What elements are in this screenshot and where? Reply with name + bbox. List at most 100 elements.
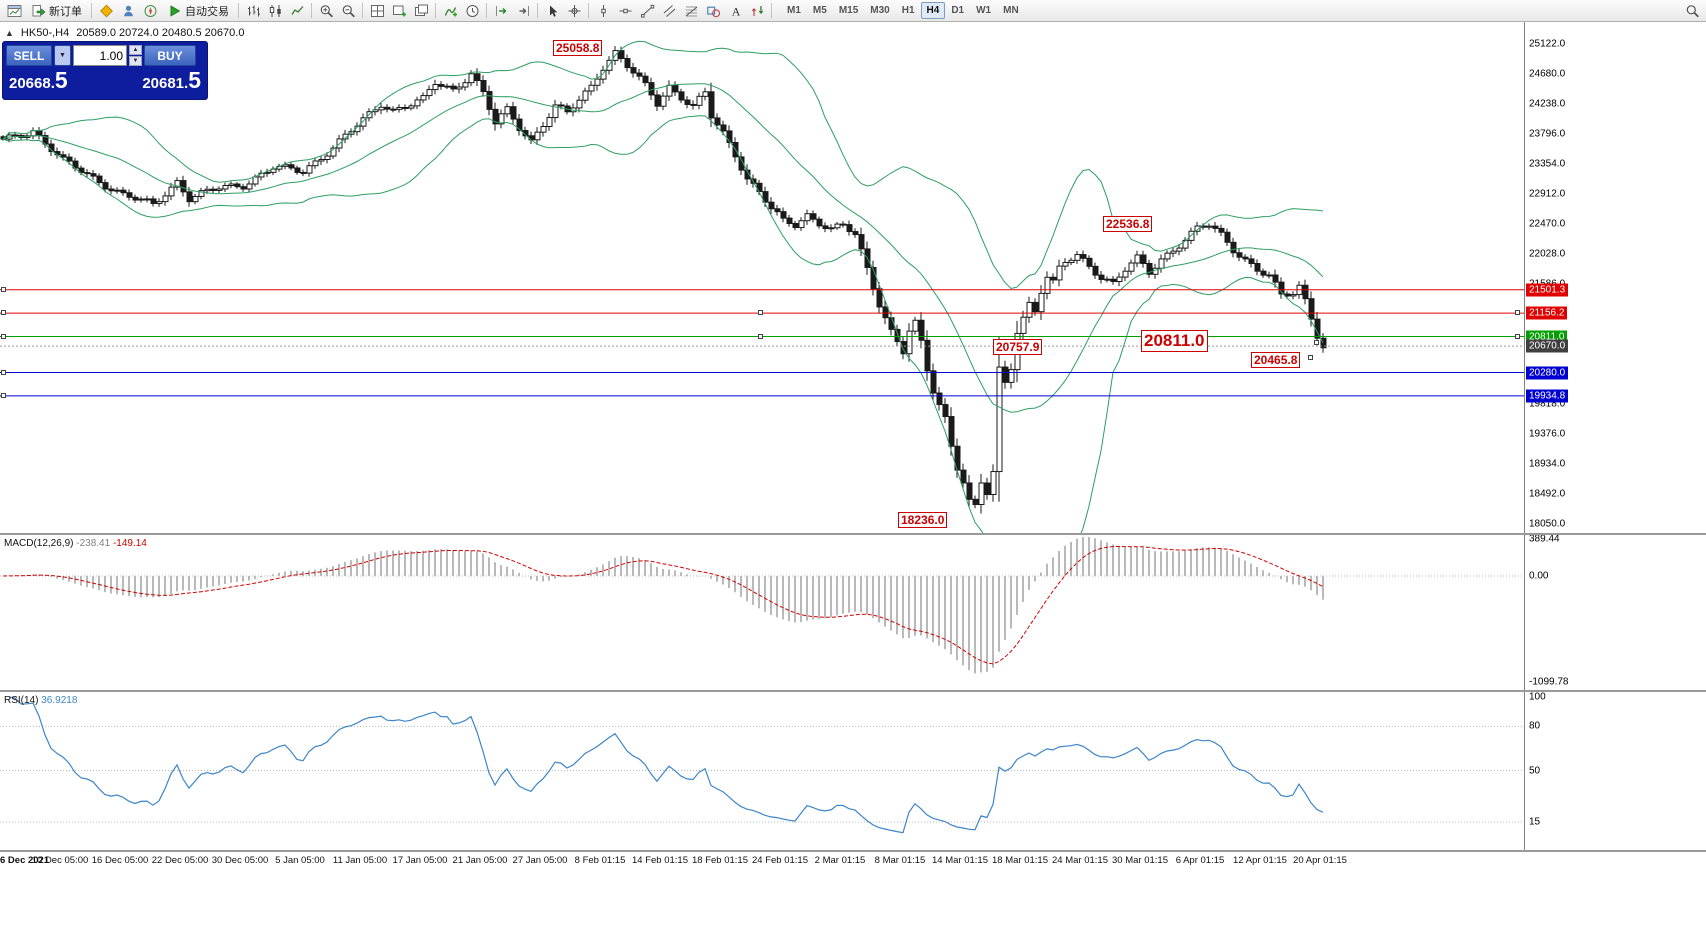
macd-rsi-splitter[interactable] [0, 690, 1706, 692]
price-label-annotation[interactable]: 18236.0 [898, 512, 948, 528]
tile-windows-icon[interactable] [366, 1, 388, 21]
navigator-icon[interactable] [139, 1, 161, 21]
line-handle[interactable] [1515, 333, 1520, 339]
timeframe-toolbar: M1 M5 M15 M30 H1 H4 D1 W1 MN [781, 0, 1025, 22]
time-axis-label: 6 Dec 2021 [0, 855, 50, 866]
line-handle[interactable] [1515, 310, 1520, 316]
time-axis-label: 10 Dec 05:00 [31, 855, 89, 866]
rsi-line [8, 696, 1324, 834]
buy-price: 20681.5 [142, 67, 201, 93]
tf-m5-button[interactable]: M5 [812, 5, 827, 16]
time-axis-label: 30 Dec 05:00 [211, 855, 269, 866]
price-tick-label: 18492.0 [1529, 488, 1566, 500]
arrows-icon[interactable] [746, 1, 768, 21]
chart-canvas[interactable]: ▲ HK50-,H4 20589.0 20724.0 20480.5 20670… [0, 22, 1524, 533]
time-axis[interactable]: 6 Dec 2021 10 Dec 05:00 16 Dec 05:00 22 Dec… [0, 852, 1524, 872]
tf-w1-button[interactable]: W1 [976, 5, 992, 16]
time-axis-label: 8 Mar 01:15 [874, 855, 926, 866]
horizontal-line-icon[interactable] [614, 1, 636, 21]
volume-decrease-button[interactable]: ▼ [129, 56, 142, 66]
price-tick-label: 22028.0 [1529, 248, 1566, 260]
line-handle[interactable] [1308, 355, 1313, 360]
zoom-in-icon[interactable] [315, 1, 337, 21]
indicators-icon[interactable] [439, 1, 461, 21]
price-label-annotation[interactable]: 20757.9 [993, 339, 1043, 355]
text-icon[interactable]: A [724, 1, 746, 21]
time-axis-label: 8 Feb 01:15 [574, 855, 626, 866]
rsi-tick-label: 80 [1529, 720, 1541, 732]
market-watch-icon[interactable] [95, 1, 117, 21]
price-label-annotation[interactable]: 20465.8 [1251, 352, 1301, 368]
tf-h4-button[interactable]: H4 [920, 2, 946, 19]
time-axis-label: 27 Jan 05:00 [512, 855, 568, 866]
line-chart-icon[interactable] [286, 1, 308, 21]
time-axis-label: 14 Mar 01:15 [932, 855, 988, 866]
search-icon[interactable] [1681, 1, 1703, 21]
profiles-icon[interactable] [410, 1, 432, 21]
volume-input[interactable] [73, 45, 127, 66]
cursor-icon[interactable] [541, 1, 563, 21]
line-handle[interactable] [1, 369, 6, 375]
auto-scroll-icon[interactable] [490, 1, 512, 21]
macd-panel[interactable] [0, 535, 1524, 690]
line-handle[interactable] [1, 392, 6, 398]
rsi-panel[interactable] [0, 692, 1524, 850]
tf-m30-button[interactable]: M30 [870, 5, 890, 16]
toolbar-separator [311, 3, 312, 18]
toolbar-separator [362, 3, 363, 18]
price-label-annotation[interactable]: 25058.8 [553, 40, 603, 56]
zoom-out-icon[interactable] [337, 1, 359, 21]
one-click-collapse-icon[interactable]: ▲ [5, 28, 14, 38]
bar-chart-icon[interactable] [242, 1, 264, 21]
macd-tick-label: -1099.78 [1529, 676, 1569, 688]
crosshair-icon[interactable] [563, 1, 585, 21]
chart-window-icon[interactable] [3, 1, 25, 21]
new-chart-icon[interactable] [388, 1, 410, 21]
tf-m1-button[interactable]: M1 [787, 5, 801, 16]
trendline-icon[interactable] [636, 1, 658, 21]
axis-price-flag: 21156.2 [1526, 306, 1568, 320]
macd-signal-line [2, 545, 1324, 665]
buy-button[interactable]: BUY [144, 45, 196, 66]
rsi-tick-label: 100 [1529, 691, 1546, 703]
vertical-line-icon[interactable] [592, 1, 614, 21]
chart-shift-icon[interactable] [512, 1, 534, 21]
tf-mn-button[interactable]: MN [1003, 5, 1019, 16]
axis-price-flag: 20670.0 [1526, 339, 1569, 353]
line-handle[interactable] [1314, 340, 1319, 345]
axis-price-flag: 21501.3 [1526, 283, 1569, 297]
time-axis-label: 12 Apr 01:15 [1233, 855, 1287, 866]
volume-dropdown-button[interactable]: ▼ [54, 45, 71, 66]
shapes-icon[interactable] [702, 1, 724, 21]
fibonacci-icon[interactable] [680, 1, 702, 21]
macd-histogram [8, 537, 1324, 674]
accounts-icon[interactable] [117, 1, 139, 21]
tf-d1-button[interactable]: D1 [951, 5, 965, 16]
line-handle[interactable] [1, 286, 6, 292]
line-handle[interactable] [758, 310, 763, 316]
price-label-annotation[interactable]: 20811.0 [1141, 330, 1208, 352]
candlestick-chart-icon[interactable] [264, 1, 286, 21]
volume-increase-button[interactable]: ▲ [129, 45, 142, 55]
price-tick-label: 23796.0 [1529, 128, 1566, 140]
line-handle[interactable] [1, 333, 6, 339]
chart-macd-splitter[interactable] [0, 533, 1706, 535]
time-axis-label: 11 Jan 05:00 [332, 855, 388, 866]
channel-icon[interactable] [658, 1, 680, 21]
line-handle[interactable] [758, 333, 763, 339]
price-chart[interactable] [0, 22, 1524, 533]
toolbar-buttons: 新订单 自动交易 A [3, 0, 775, 22]
tf-m15-button[interactable]: M15 [838, 5, 859, 16]
sell-button[interactable]: SELL [6, 45, 52, 66]
line-handle[interactable] [1, 310, 6, 316]
one-click-trading-panel: SELL ▼ ▲ ▼ BUY 20668.5 20681.5 [2, 41, 208, 100]
symbol-period-label: HK50-,H4 [20, 27, 70, 39]
tf-h1-button[interactable]: H1 [901, 5, 915, 16]
period-icon[interactable] [461, 1, 483, 21]
price-label-annotation[interactable]: 22536.8 [1103, 216, 1153, 232]
time-axis-label: 30 Mar 01:15 [1112, 855, 1168, 866]
price-tick-label: 18050.0 [1529, 518, 1566, 530]
price-axis[interactable]: 25122.0 24680.0 24238.0 23796.0 23354.0 22912… [1524, 22, 1706, 852]
autotrading-button[interactable]: 自动交易 [161, 1, 235, 21]
new-order-button[interactable]: 新订单 [25, 1, 88, 21]
